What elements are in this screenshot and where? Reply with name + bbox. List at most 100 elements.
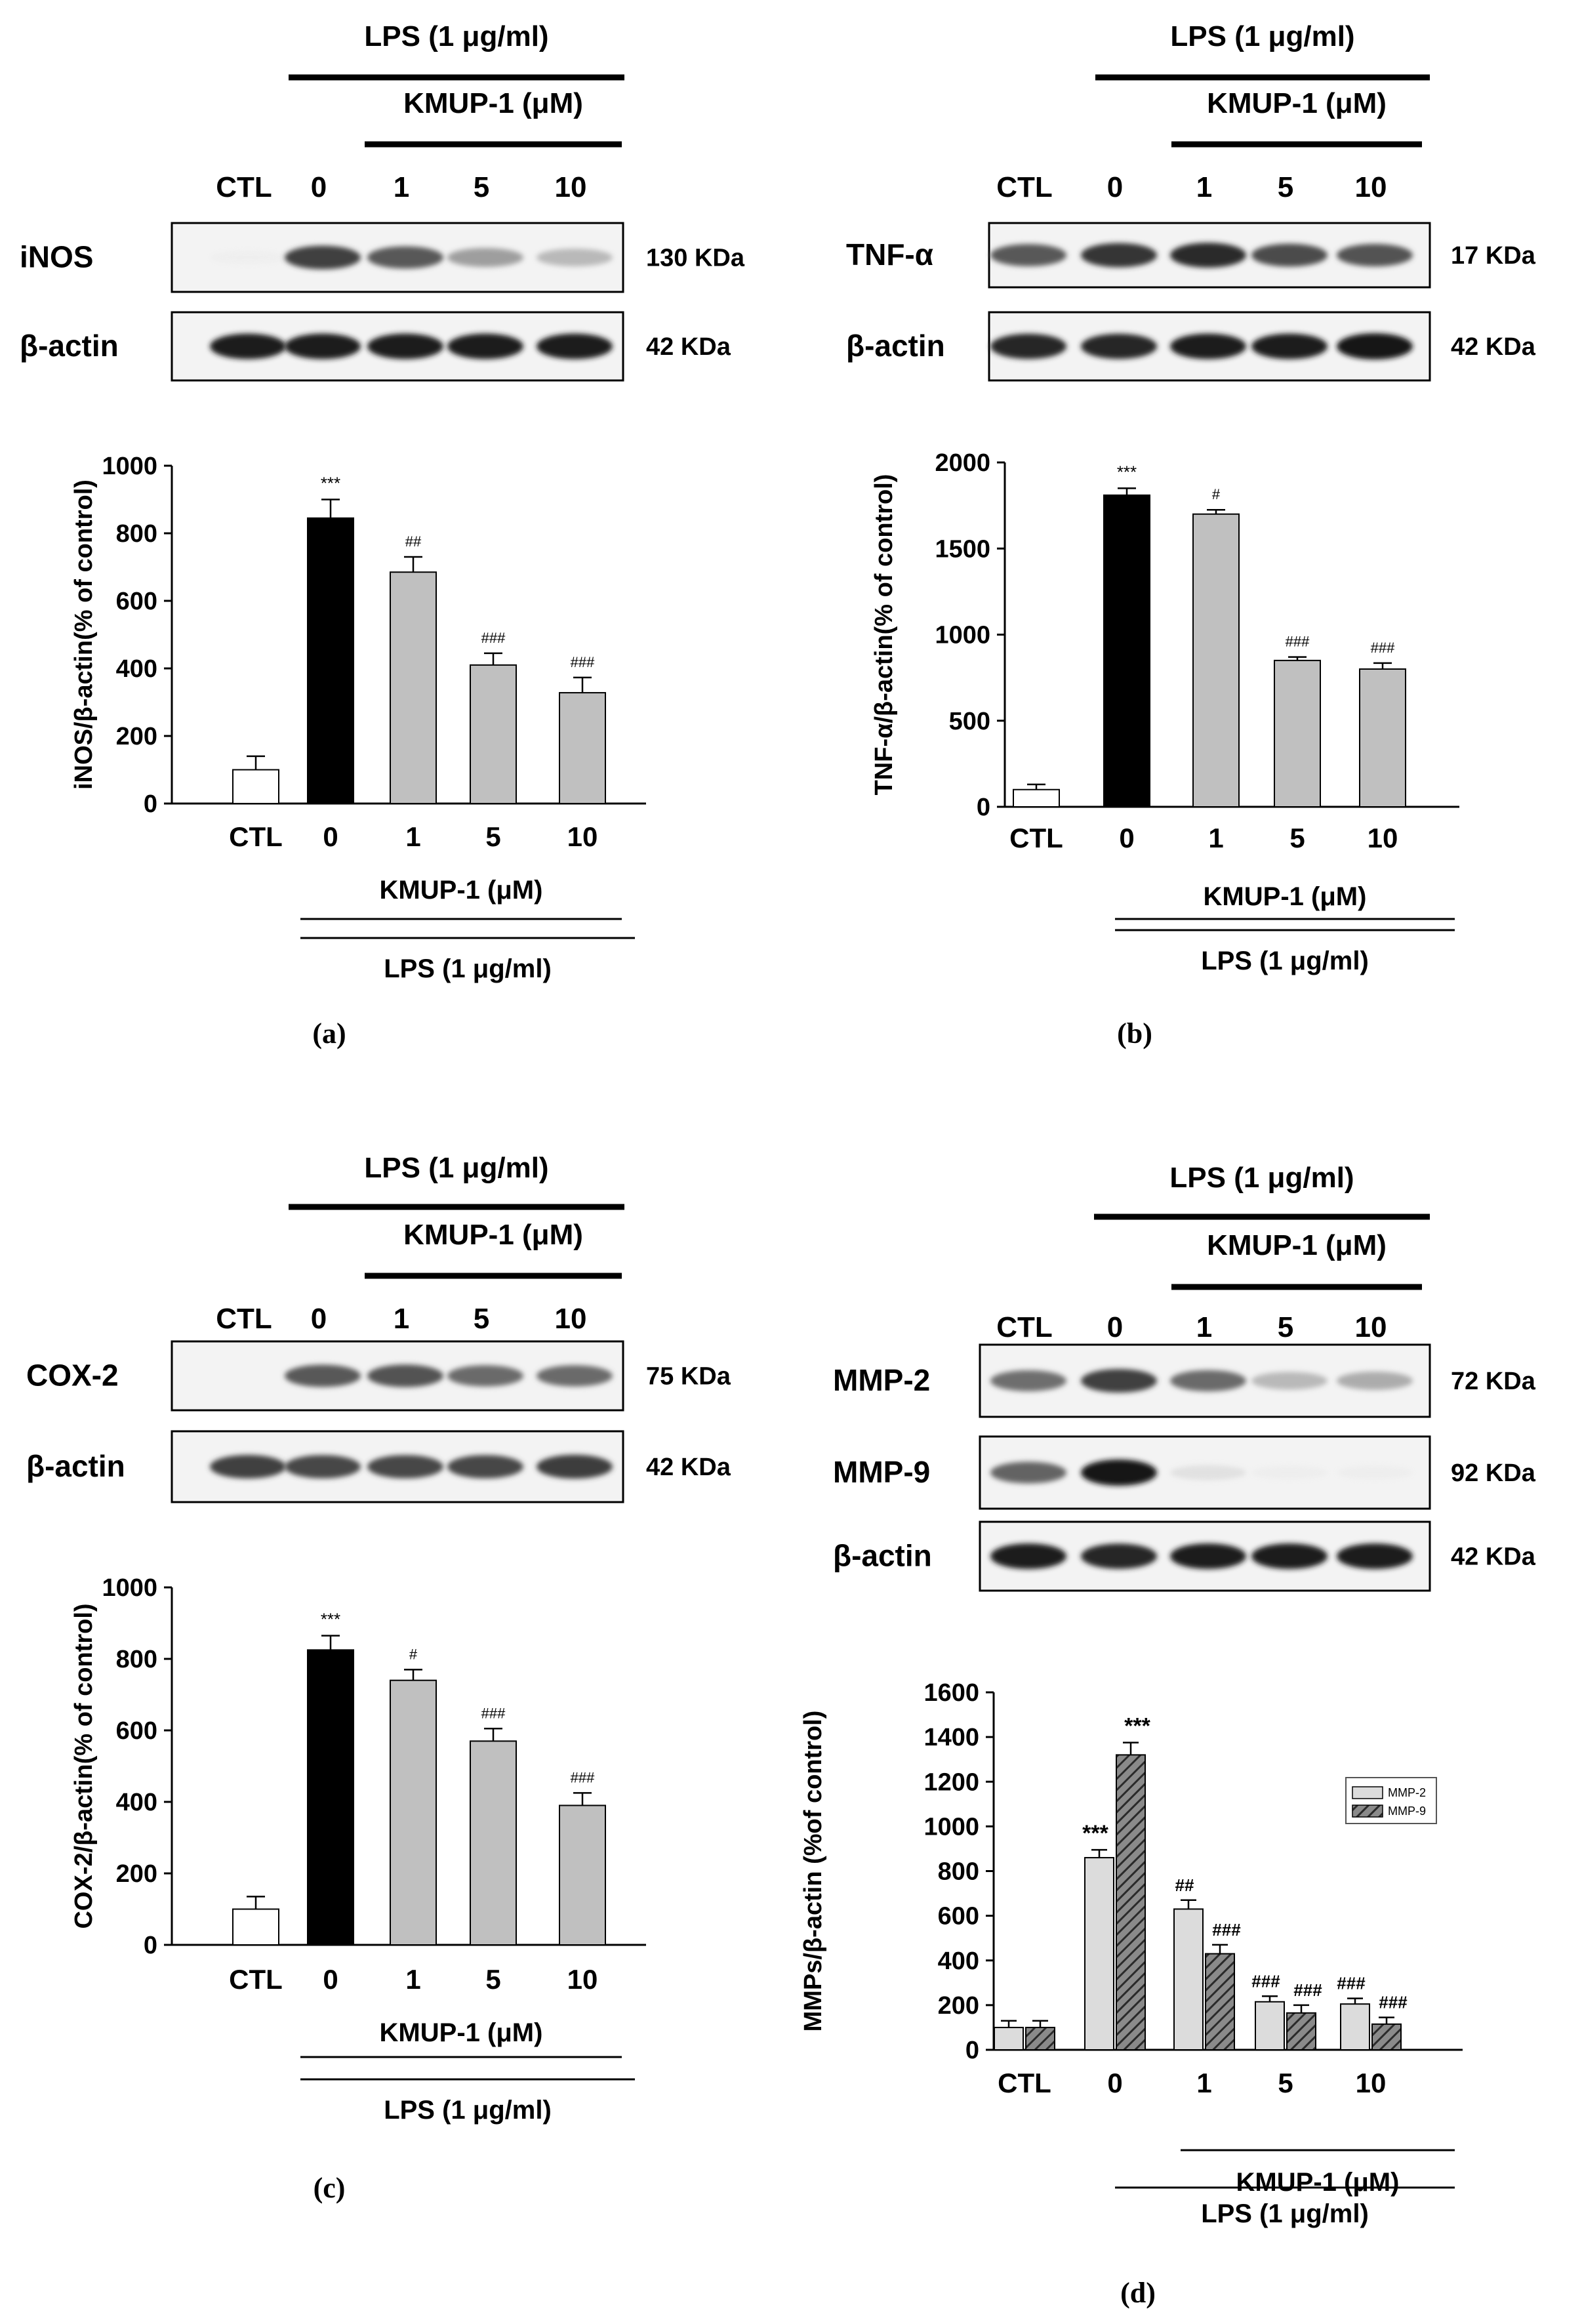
blot-band: [285, 1455, 361, 1478]
blot-band: [990, 1461, 1066, 1484]
x-tick-label: 1: [405, 1964, 420, 1995]
x-tick-label: 5: [485, 1964, 500, 1995]
blot-kda-label: 17 KDa: [1451, 242, 1536, 270]
panel-caption: (a): [312, 1017, 346, 1050]
blot-lane-label: CTL: [996, 171, 1053, 203]
blot-lane-label: 0: [311, 171, 327, 203]
blot-band: [1337, 1372, 1413, 1390]
chart-kmup-label: KMUP-1 (μM): [1204, 882, 1367, 911]
panel-caption: (c): [314, 2172, 346, 2204]
blot-protein-label: iNOS: [20, 240, 93, 274]
bar-mmp-2: [1173, 1908, 1204, 2050]
y-tick-label: 600: [938, 1903, 979, 1930]
blot-band: [537, 1365, 613, 1387]
blot-protein-label: COX-2: [26, 1358, 119, 1393]
bar-mmp-2: [1255, 2001, 1285, 2050]
bar-mmp-9: [1116, 1754, 1146, 2050]
blot-band: [1337, 243, 1413, 267]
blot-kmup-label: KMUP-1 (μM): [1207, 1229, 1387, 1261]
blot-band: [1170, 333, 1246, 359]
bar-chart: 0 500 1000 1500 2000 TNF-α/β-actin(% of contr…: [870, 449, 1459, 975]
y-tick-label: 200: [938, 1992, 979, 2020]
y-tick-label: 400: [116, 1789, 157, 1816]
chart-lps-label: LPS (1 μg/ml): [384, 954, 552, 983]
blot-band: [1081, 243, 1157, 268]
y-tick-label: 200: [116, 1860, 157, 1888]
blot-row-inos: iNOS 130 KDa: [20, 222, 745, 293]
y-tick-label: 2000: [935, 449, 990, 477]
blot-band: [537, 249, 613, 266]
chart-kmup-label: KMUP-1 (μM): [380, 876, 543, 905]
x-tick-label: 10: [1368, 823, 1398, 853]
blot-lane-label: 10: [1355, 171, 1387, 203]
blot-lane-label: 1: [1196, 1311, 1212, 1343]
x-tick-label: 0: [323, 1964, 338, 1995]
blot-band: [367, 246, 443, 269]
significance-mark: ###: [571, 1769, 595, 1785]
blot-kda-label: 75 KDa: [646, 1363, 731, 1391]
legend-swatch: [1352, 1786, 1383, 1799]
y-tick-label: 1200: [923, 1768, 979, 1796]
blot-row--actin: β-actin 42 KDa: [20, 311, 731, 382]
blot-lane-label: 1: [394, 1303, 409, 1335]
y-tick-label: 0: [977, 794, 990, 821]
blot-band: [447, 1365, 523, 1387]
x-tick-label: 10: [567, 1964, 598, 1995]
blot-band: [447, 333, 523, 359]
y-tick-label: 800: [116, 520, 157, 548]
y-tick-label: 600: [116, 1717, 157, 1745]
chart-lps-label: LPS (1 μg/ml): [1201, 947, 1369, 975]
blot-band: [990, 333, 1066, 359]
y-tick-label: 200: [116, 723, 157, 750]
y-tick-label: 600: [116, 588, 157, 615]
blot-lane-label: 0: [311, 1303, 327, 1335]
blot-kmup-label: KMUP-1 (μM): [403, 87, 583, 119]
blot-band: [1251, 1543, 1328, 1569]
legend-entry: MMP-2: [1388, 1786, 1426, 1799]
bar-mmp-2: [994, 2026, 1024, 2050]
x-tick-label: 10: [567, 821, 598, 852]
blot-row-cox-2: COX-2 75 KDa: [26, 1340, 731, 1412]
x-tick-label: CTL: [229, 1964, 283, 1995]
blot-lane-label: 1: [394, 171, 409, 203]
blot-kda-label: 92 KDa: [1451, 1459, 1536, 1487]
significance-mark: ***: [1124, 1714, 1150, 1739]
bar-mmp-2: [1340, 2003, 1370, 2050]
x-tick-label: 0: [323, 821, 338, 852]
blot-lane-label: CTL: [216, 171, 272, 203]
blot-kmup-label: KMUP-1 (μM): [403, 1219, 583, 1251]
x-tick-label: CTL: [998, 2068, 1051, 2098]
blot-band: [1170, 1370, 1246, 1392]
bar: [232, 769, 279, 804]
blot-band: [285, 333, 361, 359]
chart-lps-label: LPS (1 μg/ml): [1201, 2199, 1369, 2228]
blot-band: [990, 244, 1066, 266]
blot-band: [990, 1543, 1066, 1569]
blot-protein-label: β-actin: [846, 329, 945, 363]
x-tick-label: 5: [1289, 823, 1305, 853]
bar: [470, 1740, 517, 1946]
y-tick-label: 0: [144, 790, 157, 818]
bar: [1274, 659, 1321, 807]
y-axis-label: MMPs/β-actin (%of control): [800, 1711, 827, 2032]
blot-kda-label: 72 KDa: [1451, 1368, 1536, 1395]
bar: [390, 1679, 437, 1946]
blot-lane-label: 5: [1278, 1311, 1293, 1343]
blot-band: [285, 1364, 361, 1387]
bar-mmp-9: [1205, 1953, 1235, 2050]
blot-lane-label: CTL: [216, 1303, 272, 1335]
blot-kda-label: 42 KDa: [1451, 333, 1536, 361]
blot-band: [447, 248, 523, 267]
y-tick-label: 500: [949, 708, 990, 735]
blot-lps-label: LPS (1 μg/ml): [1170, 20, 1354, 52]
blot-lane-label: 10: [555, 1303, 587, 1335]
blot-lps-label: LPS (1 μg/ml): [1169, 1162, 1354, 1194]
significance-mark: ###: [1212, 1920, 1241, 1940]
chart-kmup-label: KMUP-1 (μM): [380, 2018, 543, 2047]
significance-mark: ###: [1286, 634, 1310, 650]
blot-band: [990, 1370, 1066, 1391]
